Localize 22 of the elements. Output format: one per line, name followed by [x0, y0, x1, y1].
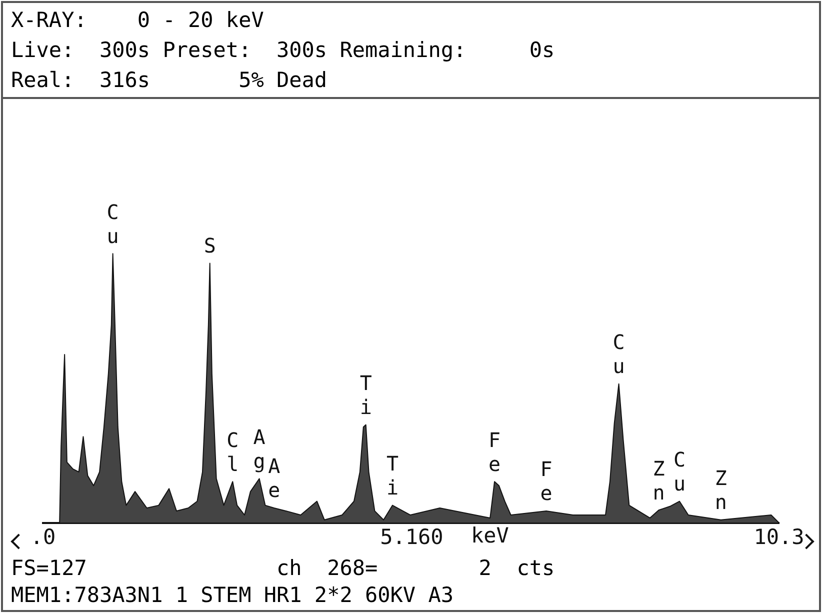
annotation: Zn — [652, 456, 665, 504]
text: FS=127 ch 268= 2 cts — [11, 555, 555, 582]
annotation: Cu — [673, 447, 686, 496]
annotation: Fe — [540, 457, 552, 506]
annotation: Ti — [360, 371, 372, 420]
text: MEM1:783A3N1 1 STEM HR1 2*2 60KV A3 — [11, 582, 455, 609]
x-tick-label: 10.3 — [754, 524, 804, 549]
annotation: Ae — [268, 454, 280, 502]
annotation: Ti — [386, 452, 399, 500]
text: Real: 316s 5% Dead — [11, 67, 328, 94]
x-tick-label: .0 — [30, 524, 56, 549]
annotation: Ag — [253, 424, 266, 473]
annotation: Cl — [226, 428, 239, 476]
annotation: S — [204, 233, 216, 258]
annotation: Fe — [488, 428, 501, 476]
x-axis-title: keV — [471, 523, 510, 548]
annotation: Zn — [714, 466, 727, 514]
text: X-RAY: 0 - 20 keV — [11, 7, 265, 34]
annotation: Cu — [106, 200, 119, 248]
annotation: Cu — [612, 330, 625, 378]
x-tick-label: 5.160 — [380, 524, 444, 549]
text: Live: 300s Preset: 300s Remaining: 0s — [11, 37, 556, 64]
